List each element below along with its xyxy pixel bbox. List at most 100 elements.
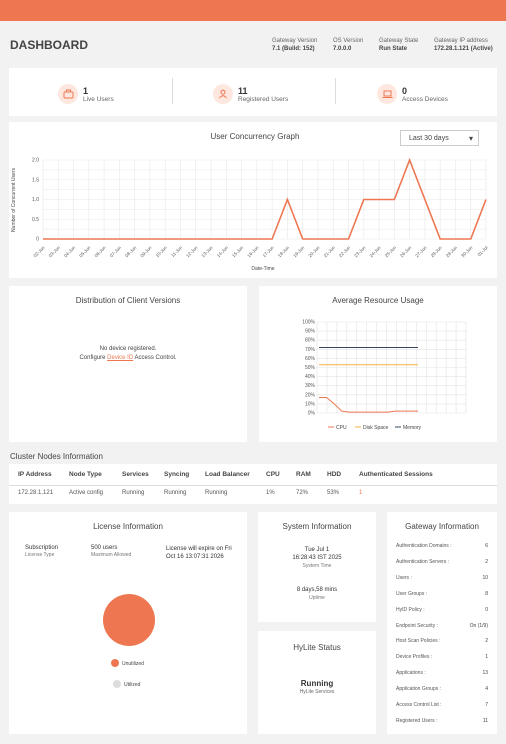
access-devices-stat[interactable]: 0 Access Devices (377, 82, 448, 106)
x-tick-label: 01-Jul (476, 245, 488, 257)
x-tick-label: 12-Jun (185, 245, 199, 259)
registered-users-stat[interactable]: 11 Registered Users (213, 82, 288, 106)
col-ip: IP Address (18, 471, 52, 478)
os-version-info: OS Version 7.0.0.0 (333, 38, 363, 52)
cell-cpu: 1% (266, 490, 275, 496)
gateway-row[interactable]: Users : 10 (396, 575, 488, 581)
y-tick-label: 30% (305, 383, 316, 389)
divider (335, 78, 336, 104)
x-tick-label: 10-Jun (155, 245, 169, 259)
gateway-row[interactable]: Access Control List : 7 (396, 702, 488, 708)
x-tick-label: 11-Jun (170, 245, 183, 258)
gateway-row-label: Host Scan Policies : (396, 638, 441, 645)
gateway-row[interactable]: Authentication Domains : 6 (396, 543, 488, 549)
gateway-row-value: 2 (485, 638, 488, 645)
gateway-row[interactable]: Host Scan Policies : 2 (396, 638, 488, 644)
col-hdd: HDD (327, 471, 342, 478)
gateway-row-value: 11 (482, 717, 488, 724)
gateway-row[interactable]: Authentication Servers : 2 (396, 559, 488, 565)
gateway-row[interactable]: Application Groups : 4 (396, 686, 488, 692)
gateway-row[interactable]: Registered Users : 11 (396, 718, 488, 724)
resource-chart: 0% 10% 20% 30% 40% 50% 60% 70% 80% 90% 100% CPU Dis… (302, 320, 467, 431)
y-tick-label: 0 (36, 237, 39, 243)
gateway-row-label: Authentication Servers : (396, 558, 450, 565)
hylite-status: Running (300, 679, 334, 688)
date-range-value: Last 30 days (409, 134, 449, 142)
gateway-row-label: Users : (396, 574, 412, 581)
device-id-link[interactable]: Device ID (107, 355, 134, 361)
gateway-row[interactable]: HyID Policy : 0 (396, 607, 488, 613)
system-date: Tue Jul 1 (304, 547, 330, 553)
gateway-row-label: Device Profiles : (396, 654, 433, 661)
divider (9, 485, 497, 486)
system-time-label: System Time (302, 563, 332, 569)
info-label: Gateway IP address (434, 38, 488, 44)
configure-after-text: Access Control. (134, 355, 177, 361)
configure-msg: Configure Device ID Access Control. (9, 355, 247, 361)
system-info-title: System Information (282, 522, 352, 531)
info-label: Gateway State (379, 38, 419, 44)
y-tick-label: 2.0 (32, 158, 39, 164)
gateway-row-value: 10 (482, 574, 488, 581)
x-tick-label: 13-Jun (200, 245, 214, 259)
x-tick-label: 27-Jun (414, 245, 428, 259)
gateway-row-label: Access Control List : (396, 702, 442, 708)
gateway-row-value: 6 (485, 543, 488, 549)
info-value: 172.28.1.121 (Active) (434, 46, 493, 52)
top-bar (0, 0, 506, 21)
chevron-down-icon: ▾ (468, 134, 473, 143)
y-tick-label: 10% (305, 401, 316, 407)
live-users-stat[interactable]: 1 Live Users (58, 82, 114, 106)
gateway-state-info: Gateway State Run State (379, 38, 418, 52)
cluster-title: Cluster Nodes Information (10, 452, 103, 461)
col-load-balancer: Load Balancer (205, 471, 250, 478)
client-versions-card (9, 286, 247, 442)
x-tick-label: 30-Jun (460, 245, 474, 259)
y-tick-label: 1.0 (32, 197, 39, 203)
x-tick-label: 19-Jun (292, 245, 306, 259)
gateway-row[interactable]: Device Profiles : 1 (396, 654, 488, 660)
configure-text: Configure (79, 355, 106, 361)
cell-load-balancer: Running (205, 490, 228, 496)
x-tick-label: 28-Jun (430, 245, 444, 259)
resource-usage-title: Average Resource Usage (332, 296, 424, 305)
gateway-row-value: 8 (485, 590, 488, 597)
y-axis-label: Number of Concurrent Users (11, 168, 17, 232)
system-time: 16:28:43 IST 2025 (292, 555, 342, 561)
gateway-row[interactable]: User Groups : 8 (396, 591, 488, 597)
concurrency-card (9, 122, 497, 278)
x-tick-label: 09-Jun (139, 245, 153, 259)
gateway-info-title: Gateway Information (405, 522, 479, 531)
concurrency-chart: 0 0.5 1.0 1.5 2.0 02-Jun 03-Jun 04-Jun 05-Jun 06… (11, 158, 489, 273)
license-type-label: License Type (25, 552, 55, 558)
briefcase-icon (58, 84, 78, 104)
sessions-link[interactable]: 1 (359, 490, 363, 496)
y-tick-label: 0.5 (32, 217, 39, 223)
gateway-version-info: Gateway Version 7.1 (Build: 152) (272, 38, 317, 52)
info-value: 7.0.0.0 (333, 46, 352, 52)
gateway-row-label: Application Groups : (396, 686, 442, 693)
y-tick-label: 50% (305, 365, 316, 371)
x-tick-label: 14-Jun (216, 245, 230, 259)
date-range-select[interactable]: Last 30 days ▾ (400, 130, 479, 146)
x-tick-label: 25-Jun (384, 245, 398, 259)
gateway-row[interactable]: Applications : 13 (396, 670, 488, 676)
gateway-row-label: Endpoint Security : (396, 622, 438, 629)
x-tick-label: 03-Jun (48, 245, 62, 259)
y-tick-label: 80% (305, 338, 316, 344)
stats-card (9, 68, 497, 116)
gateway-row-value: 13 (482, 670, 488, 677)
x-tick-label: 06-Jun (94, 245, 108, 259)
laptop-icon (377, 84, 397, 104)
x-tick-label: 26-Jun (399, 245, 413, 259)
gateway-row[interactable]: Endpoint Security : On (1/9) (396, 623, 488, 629)
system-info-card (258, 512, 376, 622)
cell-syncing: Running (164, 490, 187, 496)
cell-node-type: Active config (69, 490, 104, 496)
y-tick-label: 1.5 (32, 177, 39, 183)
cell-ip: 172.28.1.121 (18, 490, 54, 496)
legend-unutilized: Unutilized (122, 661, 144, 667)
gateway-row-label: Registered Users : (396, 717, 438, 724)
legend-label: CPU (336, 425, 347, 431)
hylite-title: HyLite Status (293, 643, 341, 652)
